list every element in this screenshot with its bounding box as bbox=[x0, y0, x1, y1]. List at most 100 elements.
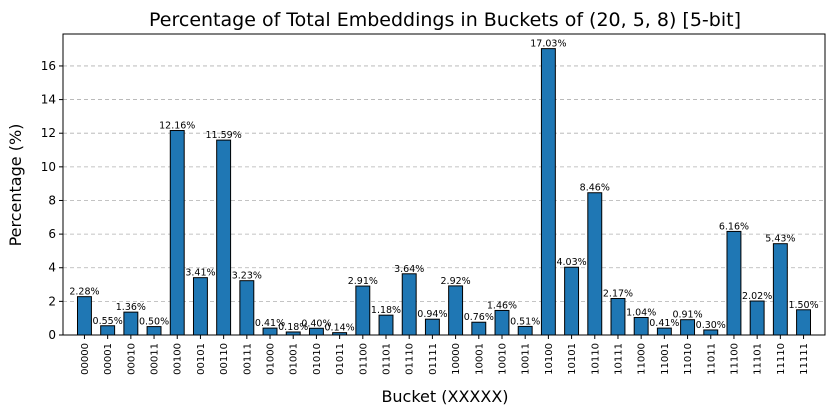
bar bbox=[448, 285, 464, 336]
y-tick-label: 2 bbox=[48, 294, 56, 308]
x-tick-label: 01010 bbox=[312, 343, 323, 375]
data-label: 0.41% bbox=[649, 318, 679, 329]
y-tick-label: 8 bbox=[48, 193, 56, 207]
data-label: 0.18% bbox=[278, 322, 308, 333]
data-label: 6.16% bbox=[719, 221, 749, 232]
bar bbox=[401, 273, 417, 336]
bar bbox=[239, 280, 255, 336]
x-tick-label: 10000 bbox=[451, 343, 462, 375]
x-tick-label: 10001 bbox=[474, 343, 485, 375]
x-tick-label: 10101 bbox=[567, 343, 578, 375]
plot-frame bbox=[62, 33, 826, 336]
data-labels: 2.28% 0.55% 1.36% 0.50% 12.16% 3.41% 11.59% 3.2… bbox=[69, 39, 818, 334]
data-label: 0.41% bbox=[255, 318, 285, 329]
y-tick-label: 0 bbox=[48, 328, 56, 342]
data-label: 3.64% bbox=[394, 264, 424, 275]
x-tick-label: 01011 bbox=[335, 343, 346, 375]
x-tick-label: 00010 bbox=[126, 343, 137, 375]
data-label: 2.91% bbox=[348, 276, 378, 287]
x-tick-label: 00011 bbox=[150, 343, 161, 375]
x-tick-label: 00001 bbox=[103, 343, 114, 375]
x-tick-label: 00100 bbox=[173, 343, 184, 375]
bar bbox=[146, 326, 162, 336]
x-tick-label: 10110 bbox=[590, 343, 601, 375]
x-tick-label: 11111 bbox=[799, 343, 810, 375]
x-tick-label: 11110 bbox=[776, 343, 787, 375]
x-tick-label: 01111 bbox=[428, 343, 439, 375]
bar bbox=[424, 318, 440, 336]
bar bbox=[772, 243, 788, 336]
x-tick-label: 11010 bbox=[683, 343, 694, 375]
x-tick-label: 00111 bbox=[242, 343, 253, 375]
bar bbox=[262, 327, 278, 336]
x-tick-label: 10010 bbox=[497, 343, 508, 375]
bar bbox=[540, 48, 556, 336]
y-tick-label: 4 bbox=[48, 261, 56, 275]
x-tick-label: 01100 bbox=[358, 343, 369, 375]
data-label: 3.41% bbox=[185, 268, 215, 279]
data-label: 0.55% bbox=[93, 316, 123, 327]
data-label: 8.46% bbox=[580, 183, 610, 194]
x-tick-label: 01110 bbox=[405, 343, 416, 375]
data-label: 2.28% bbox=[69, 287, 99, 298]
bar bbox=[471, 321, 487, 336]
x-axis-label: Bucket (XXXXX) bbox=[381, 387, 508, 406]
data-label: 4.03% bbox=[556, 257, 586, 268]
bar bbox=[680, 319, 696, 336]
bars-group bbox=[76, 48, 812, 336]
bar bbox=[610, 298, 626, 336]
x-tick-label: 11000 bbox=[637, 343, 648, 375]
data-label: 0.14% bbox=[325, 323, 355, 334]
y-tick-label: 12 bbox=[41, 126, 56, 140]
bar bbox=[378, 314, 394, 336]
x-tick-label: 01001 bbox=[289, 343, 300, 375]
data-label: 0.91% bbox=[672, 310, 702, 321]
chart-title: Percentage of Total Embeddings in Bucket… bbox=[149, 9, 741, 31]
bar bbox=[587, 192, 603, 336]
bar bbox=[796, 309, 812, 336]
data-label: 2.02% bbox=[742, 291, 772, 302]
data-label: 5.43% bbox=[765, 234, 795, 245]
x-tick-label: 01000 bbox=[266, 343, 277, 375]
data-label: 1.46% bbox=[487, 300, 517, 311]
y-tick-label: 14 bbox=[41, 93, 56, 107]
y-tick-labels: 0 2 4 6 8 10 12 14 16 bbox=[41, 59, 63, 342]
data-label: 0.94% bbox=[417, 309, 447, 320]
data-label: 11.59% bbox=[206, 130, 242, 141]
y-tick-label: 10 bbox=[41, 160, 56, 174]
bar bbox=[76, 296, 92, 336]
data-label: 12.16% bbox=[159, 121, 195, 132]
x-tick-label: 00110 bbox=[219, 343, 230, 375]
y-axis-label: Percentage (%) bbox=[6, 124, 25, 247]
bar bbox=[633, 317, 649, 336]
data-label: 1.04% bbox=[626, 308, 656, 319]
data-label: 0.30% bbox=[696, 320, 726, 331]
data-label: 2.92% bbox=[441, 276, 471, 287]
bar bbox=[192, 277, 208, 336]
data-label: 1.36% bbox=[116, 302, 146, 313]
x-tick-label: 00000 bbox=[80, 343, 91, 375]
data-label: 1.50% bbox=[788, 300, 818, 311]
data-label: 0.51% bbox=[510, 316, 540, 327]
bar bbox=[656, 327, 672, 336]
data-label: 1.18% bbox=[371, 305, 401, 316]
data-label: 3.23% bbox=[232, 271, 262, 282]
bar bbox=[308, 327, 324, 336]
x-tick-label: 10111 bbox=[613, 343, 624, 375]
bar bbox=[726, 230, 742, 336]
bar bbox=[564, 266, 580, 336]
x-tick-label: 10011 bbox=[521, 343, 532, 375]
bar bbox=[216, 139, 232, 336]
data-label: 2.17% bbox=[603, 289, 633, 300]
x-tick-label: 11001 bbox=[660, 343, 671, 375]
bar bbox=[494, 309, 510, 336]
x-tick-label: 10100 bbox=[544, 343, 555, 375]
bar bbox=[355, 285, 371, 336]
data-label: 0.50% bbox=[139, 317, 169, 328]
data-label: 0.40% bbox=[301, 318, 331, 329]
y-tick-label: 16 bbox=[41, 59, 56, 73]
data-label: 17.03% bbox=[530, 39, 566, 50]
x-tick-labels: 00000 00001 00010 00011 00100 00101 00110 00111… bbox=[80, 335, 810, 375]
x-tick-label: 11011 bbox=[706, 343, 717, 375]
